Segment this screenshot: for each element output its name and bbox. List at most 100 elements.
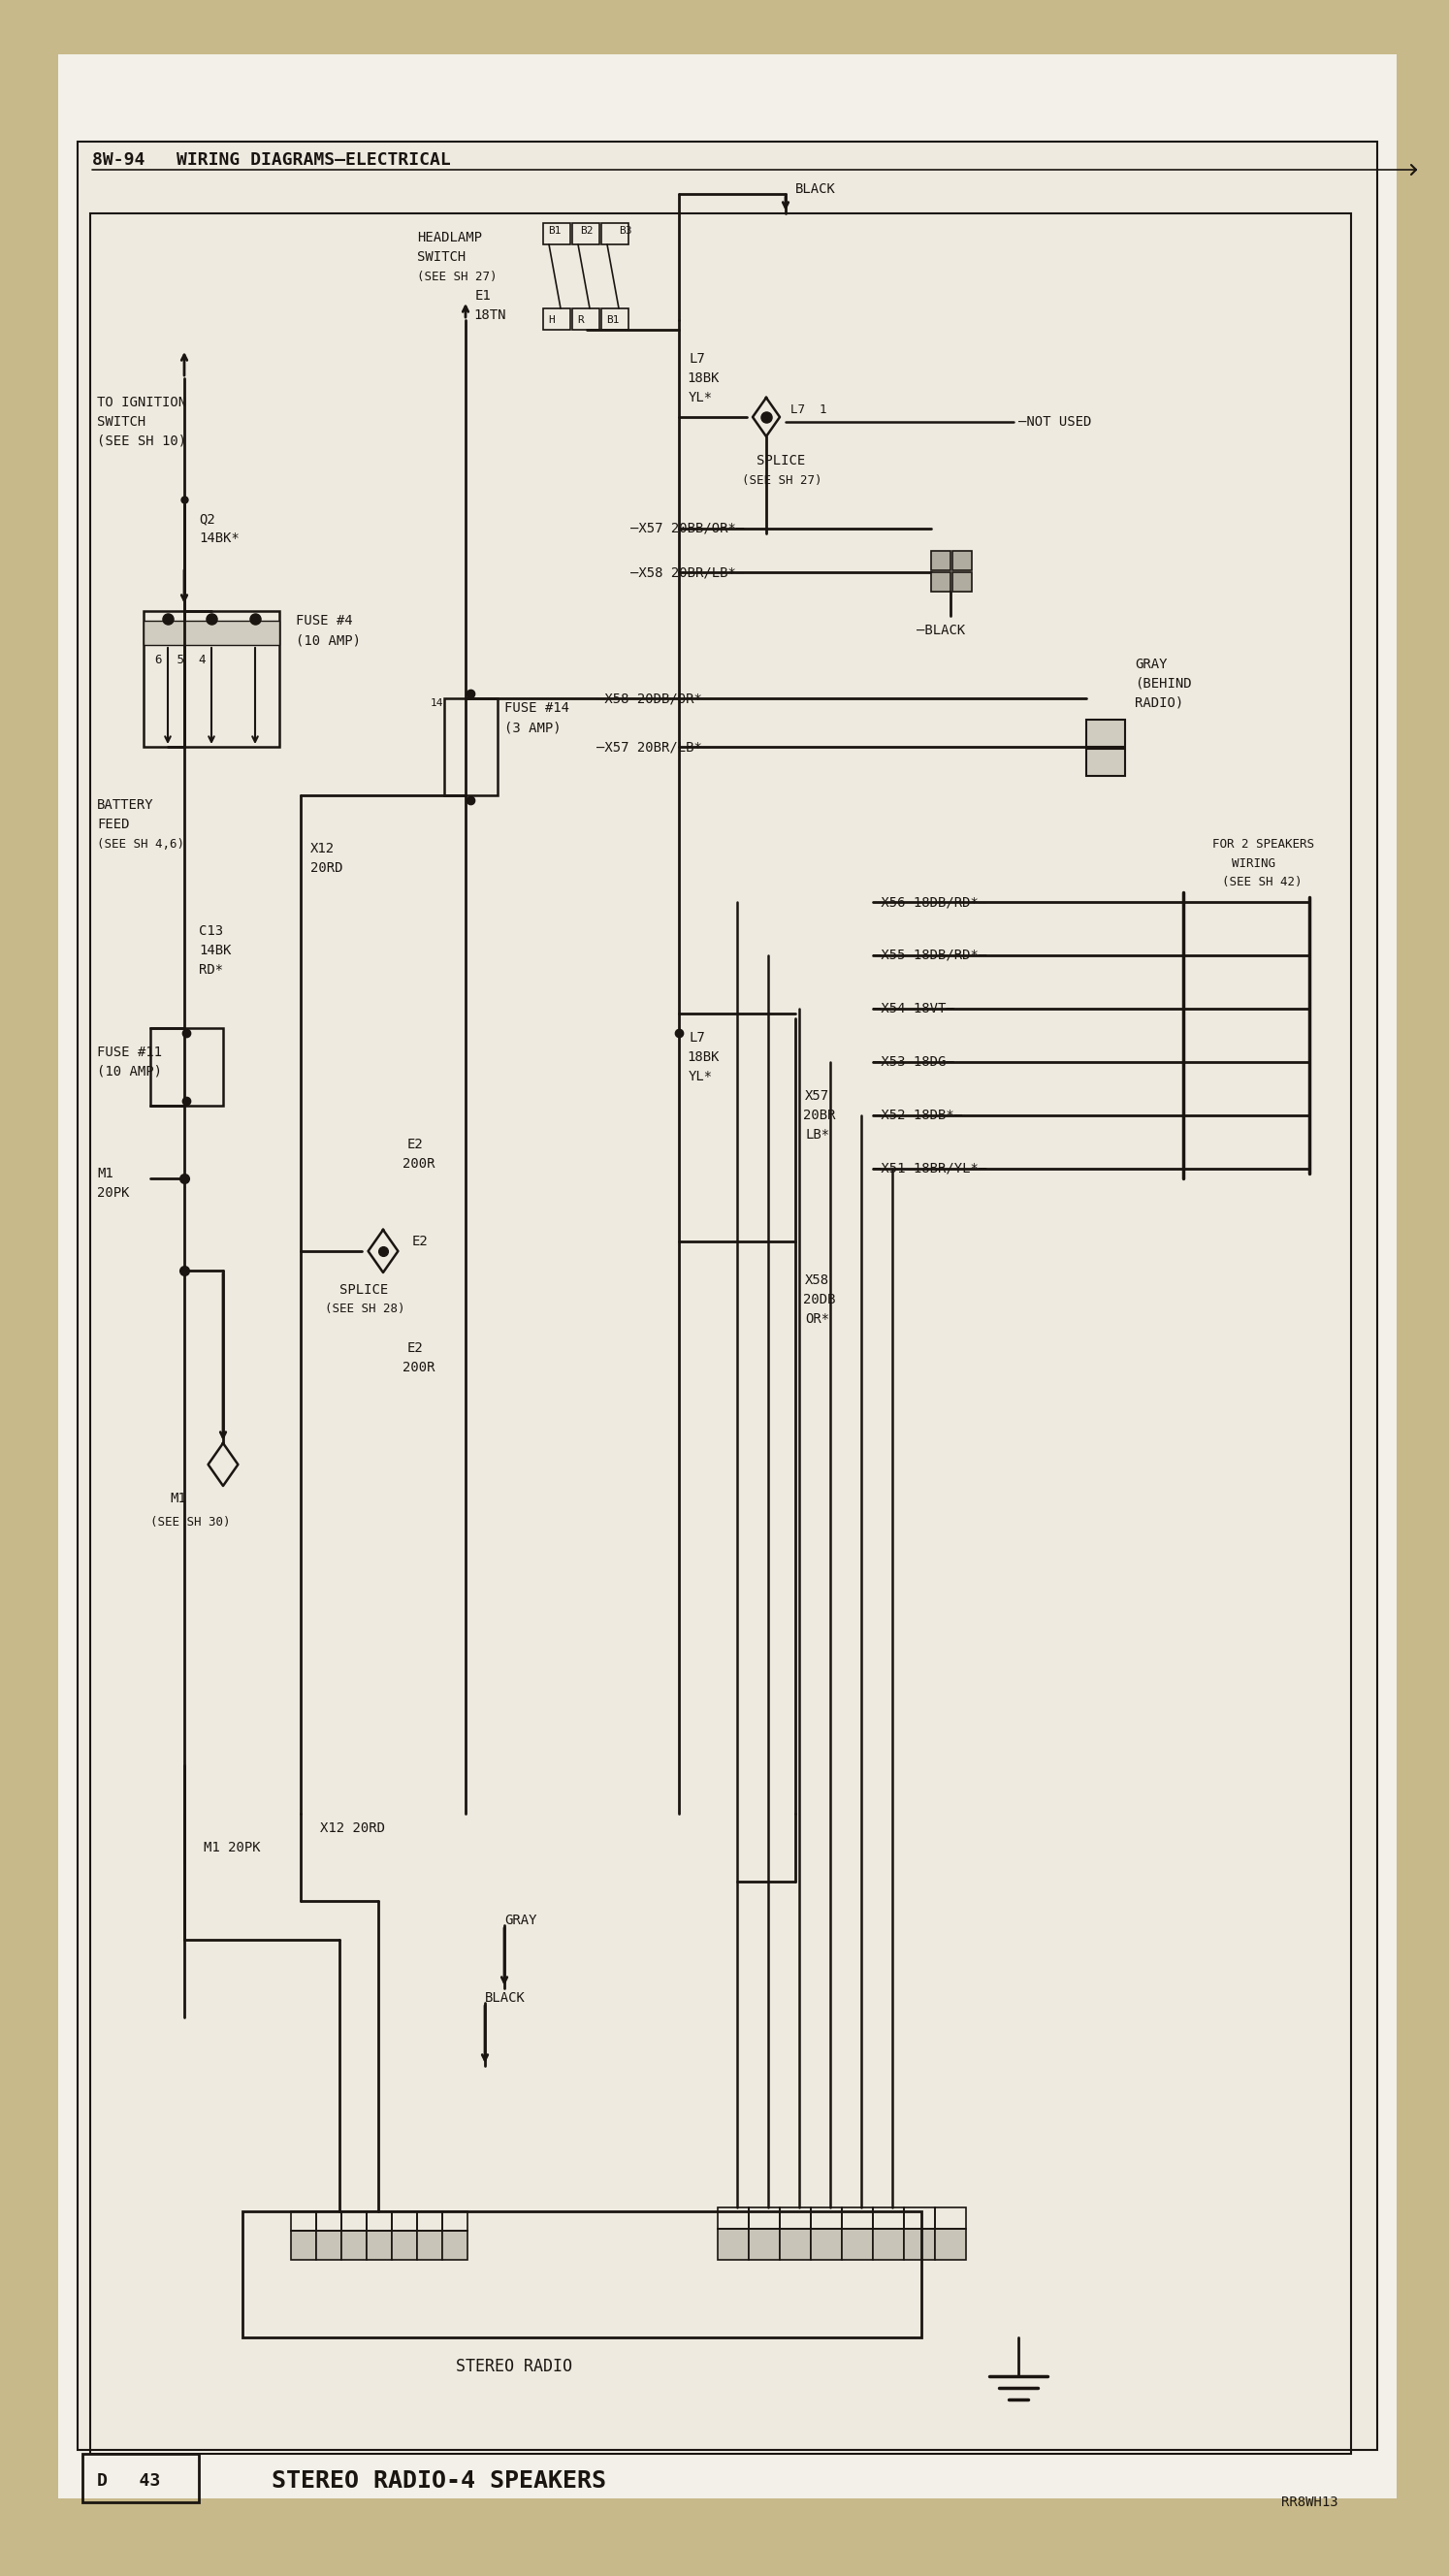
Text: Q2: Q2	[199, 513, 214, 526]
Text: X12: X12	[310, 842, 335, 855]
Bar	[932, 572, 951, 592]
Text: —X54 18VT—: —X54 18VT—	[872, 1002, 953, 1015]
Bar	[242, 2210, 922, 2336]
Text: FEED: FEED	[97, 817, 129, 832]
Text: YL*: YL*	[688, 1069, 713, 1084]
Bar	[601, 309, 629, 330]
Text: 6  5  4: 6 5 4	[155, 654, 206, 665]
Text: E2: E2	[407, 1139, 423, 1151]
Text: —X52 18DB*—: —X52 18DB*—	[872, 1108, 962, 1123]
Text: FOR 2 SPEAKERS: FOR 2 SPEAKERS	[1213, 837, 1314, 850]
Text: YL*: YL*	[688, 392, 713, 404]
Text: BATTERY: BATTERY	[97, 799, 154, 811]
Text: M1 20PK: M1 20PK	[204, 1842, 261, 1855]
Bar	[291, 2231, 316, 2259]
Bar	[904, 2228, 935, 2259]
Text: L7: L7	[688, 1030, 704, 1043]
Bar	[842, 2208, 872, 2228]
Text: (BEHIND: (BEHIND	[1135, 677, 1191, 690]
Text: 20PK: 20PK	[97, 1185, 129, 1200]
Text: BLACK: BLACK	[796, 183, 836, 196]
Text: (SEE SH 30): (SEE SH 30)	[151, 1517, 230, 1530]
Text: 14BK: 14BK	[199, 943, 232, 958]
Bar	[291, 2210, 316, 2231]
Text: 200R: 200R	[403, 1157, 435, 1170]
Text: 8W-94   WIRING DIAGRAMS—ELECTRICAL: 8W-94 WIRING DIAGRAMS—ELECTRICAL	[93, 152, 451, 170]
Bar	[342, 2210, 367, 2231]
Text: B1: B1	[606, 314, 619, 325]
Bar	[717, 2208, 749, 2228]
Bar	[932, 551, 951, 569]
Text: 20RD: 20RD	[310, 860, 343, 876]
Bar	[342, 2231, 367, 2259]
Text: RR8WH13: RR8WH13	[1281, 2496, 1339, 2509]
Text: X57: X57	[806, 1090, 829, 1103]
Text: 18TN: 18TN	[474, 309, 506, 322]
Text: LB*: LB*	[806, 1128, 829, 1141]
Text: STEREO RADIO-4 SPEAKERS: STEREO RADIO-4 SPEAKERS	[271, 2470, 606, 2494]
Bar	[842, 2228, 872, 2259]
Bar	[935, 2208, 966, 2228]
Text: B3: B3	[619, 227, 632, 234]
Text: (3 AMP): (3 AMP)	[504, 721, 561, 734]
Text: HEADLAMP: HEADLAMP	[417, 232, 483, 245]
Text: M1: M1	[170, 1492, 185, 1504]
Bar	[749, 2208, 780, 2228]
Text: SWITCH: SWITCH	[417, 250, 465, 263]
Text: (10 AMP): (10 AMP)	[296, 634, 361, 647]
Bar	[417, 2210, 442, 2231]
Text: 20DB: 20DB	[803, 1293, 836, 1306]
Bar	[572, 224, 600, 245]
Bar	[1087, 750, 1124, 775]
Text: B2: B2	[580, 227, 593, 234]
Text: BLACK: BLACK	[485, 1991, 526, 2004]
Text: C13: C13	[199, 925, 223, 938]
Text: GRAY: GRAY	[504, 1914, 536, 1927]
Text: R: R	[577, 314, 584, 325]
Text: SPLICE: SPLICE	[756, 453, 806, 466]
Text: (SEE SH 10): (SEE SH 10)	[97, 435, 187, 448]
Text: (SEE SH 27): (SEE SH 27)	[417, 270, 497, 283]
Bar	[543, 309, 571, 330]
Bar	[442, 2210, 468, 2231]
Bar	[90, 214, 1350, 2455]
Text: —X56 18DB/RD*—: —X56 18DB/RD*—	[872, 896, 987, 909]
Text: —X57 20BR/LB*—: —X57 20BR/LB*—	[597, 739, 710, 755]
Text: SPLICE: SPLICE	[339, 1283, 388, 1296]
Text: —NOT USED: —NOT USED	[1019, 415, 1091, 428]
Text: FUSE #4: FUSE #4	[296, 613, 352, 629]
Bar	[780, 2228, 811, 2259]
Bar	[442, 2231, 468, 2259]
Bar	[872, 2208, 904, 2228]
Text: 14: 14	[430, 698, 443, 708]
Text: RD*: RD*	[199, 963, 223, 976]
Bar	[935, 2228, 966, 2259]
Text: (SEE SH 4,6): (SEE SH 4,6)	[97, 837, 184, 850]
Bar	[143, 611, 280, 747]
Text: —BLACK: —BLACK	[917, 623, 965, 636]
Text: D   43: D 43	[97, 2473, 161, 2488]
Bar	[811, 2228, 842, 2259]
Text: L7  1: L7 1	[791, 402, 827, 415]
Text: (SEE SH 28): (SEE SH 28)	[325, 1303, 404, 1316]
Text: 18BK: 18BK	[687, 1051, 719, 1064]
Text: —X53 18DG—: —X53 18DG—	[872, 1056, 953, 1069]
Bar	[83, 2455, 199, 2501]
Text: (SEE SH 27): (SEE SH 27)	[742, 474, 822, 487]
Text: WIRING: WIRING	[1232, 858, 1275, 871]
Bar	[151, 1028, 223, 1105]
Bar	[391, 2231, 417, 2259]
Text: (10 AMP): (10 AMP)	[97, 1064, 162, 1079]
Bar	[143, 621, 280, 644]
Text: 14BK*: 14BK*	[199, 531, 239, 546]
Bar	[717, 2228, 749, 2259]
Bar	[601, 224, 629, 245]
Bar	[749, 2228, 780, 2259]
Text: —X55 18DB/RD*—: —X55 18DB/RD*—	[872, 948, 987, 961]
Text: GRAY: GRAY	[1135, 657, 1168, 672]
Text: E1: E1	[475, 289, 491, 301]
Text: TO IGNITION: TO IGNITION	[97, 397, 187, 410]
Bar	[904, 2208, 935, 2228]
Bar	[391, 2210, 417, 2231]
Bar	[1087, 719, 1124, 747]
